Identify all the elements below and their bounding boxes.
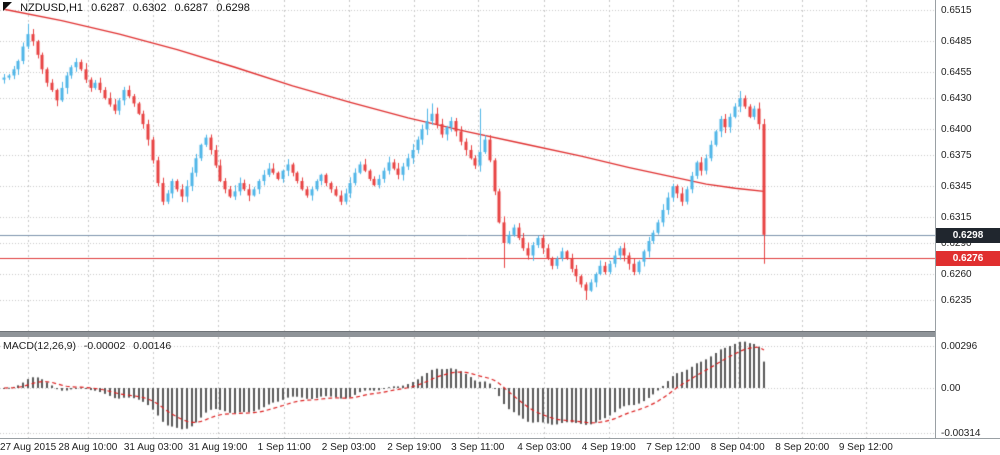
price-tick-label: 0.6235 — [941, 294, 972, 306]
time-tick-label: 9 Sep 12:00 — [838, 442, 893, 453]
hline-price-badge: 0.6276 — [936, 251, 1000, 266]
time-tick-label: 1 Sep 11:00 — [257, 442, 311, 453]
time-tick-label: 8 Sep 04:00 — [710, 442, 765, 453]
macd-title: MACD(12,26,9) — [3, 340, 76, 352]
time-tick-label: 4 Sep 03:00 — [517, 442, 572, 453]
chart-corner-marker-icon — [3, 2, 12, 11]
time-tick-label: 8 Sep 20:00 — [775, 442, 830, 453]
macd-value-signal: 0.00146 — [133, 340, 172, 352]
main-chart-pane[interactable]: NZDUSD,H1 0.6287 0.6302 0.6287 0.6298 — [0, 0, 935, 331]
pane-resize-divider[interactable] — [0, 331, 1000, 337]
price-tick-label: 0.6260 — [941, 269, 972, 281]
time-tick-label: 7 Sep 12:00 — [646, 442, 701, 453]
price-tick-label: 0.6290 — [941, 238, 972, 250]
time-tick-label: 2 Sep 19:00 — [387, 442, 442, 453]
open-value: 0.6287 — [91, 2, 125, 14]
time-tick-label: 27 Aug 2015 — [0, 442, 57, 453]
macd-indicator-pane[interactable] — [0, 337, 935, 438]
current-price-badge: 0.6298 — [936, 228, 1000, 243]
high-value: 0.6302 — [132, 2, 167, 14]
price-tick-label: 0.6315 — [941, 212, 972, 224]
price-tick-label: 0.6485 — [941, 36, 972, 48]
time-axis[interactable]: 27 Aug 2015 28 Aug 10:00 31 Aug 03:00 31 Au… — [0, 438, 1000, 455]
price-axis[interactable]: 0.6298 0.6276 0.6515 0.6485 0.6455 0.6430 0.… — [935, 0, 1000, 439]
macd-tick-label: 0.00 — [941, 383, 961, 394]
time-tick-label: 2 Sep 03:00 — [321, 442, 376, 453]
time-tick-label: 31 Aug 03:00 — [123, 442, 183, 453]
price-tick-label: 0.6455 — [941, 67, 972, 79]
symbol-period-label: NZDUSD,H1 — [20, 2, 84, 14]
time-tick-label: 31 Aug 19:00 — [188, 442, 248, 453]
time-tick-label: 28 Aug 10:00 — [58, 442, 118, 453]
price-tick-label: 0.6515 — [941, 5, 972, 17]
price-tick-label: 0.6430 — [941, 93, 972, 105]
price-tick-label: 0.6345 — [941, 181, 972, 193]
macd-label: MACD(12,26,9) -0.00002 0.00146 — [3, 340, 176, 352]
time-tick-label: 3 Sep 11:00 — [451, 442, 505, 453]
price-tick-label: 0.6375 — [941, 150, 972, 162]
price-tick-label: 0.6400 — [941, 124, 972, 136]
time-tick-label: 4 Sep 19:00 — [581, 442, 636, 453]
macd-tick-label: -0.00314 — [941, 427, 981, 439]
close-value: 0.6298 — [216, 2, 250, 14]
low-value: 0.6287 — [174, 2, 209, 14]
symbol-ohlc-header: NZDUSD,H1 0.6287 0.6302 0.6287 0.6298 — [3, 2, 255, 14]
macd-value-main: -0.00002 — [83, 340, 126, 352]
macd-canvas[interactable] — [0, 337, 935, 438]
price-chart-canvas[interactable] — [0, 0, 935, 331]
macd-tick-label: 0.00296 — [941, 341, 978, 352]
